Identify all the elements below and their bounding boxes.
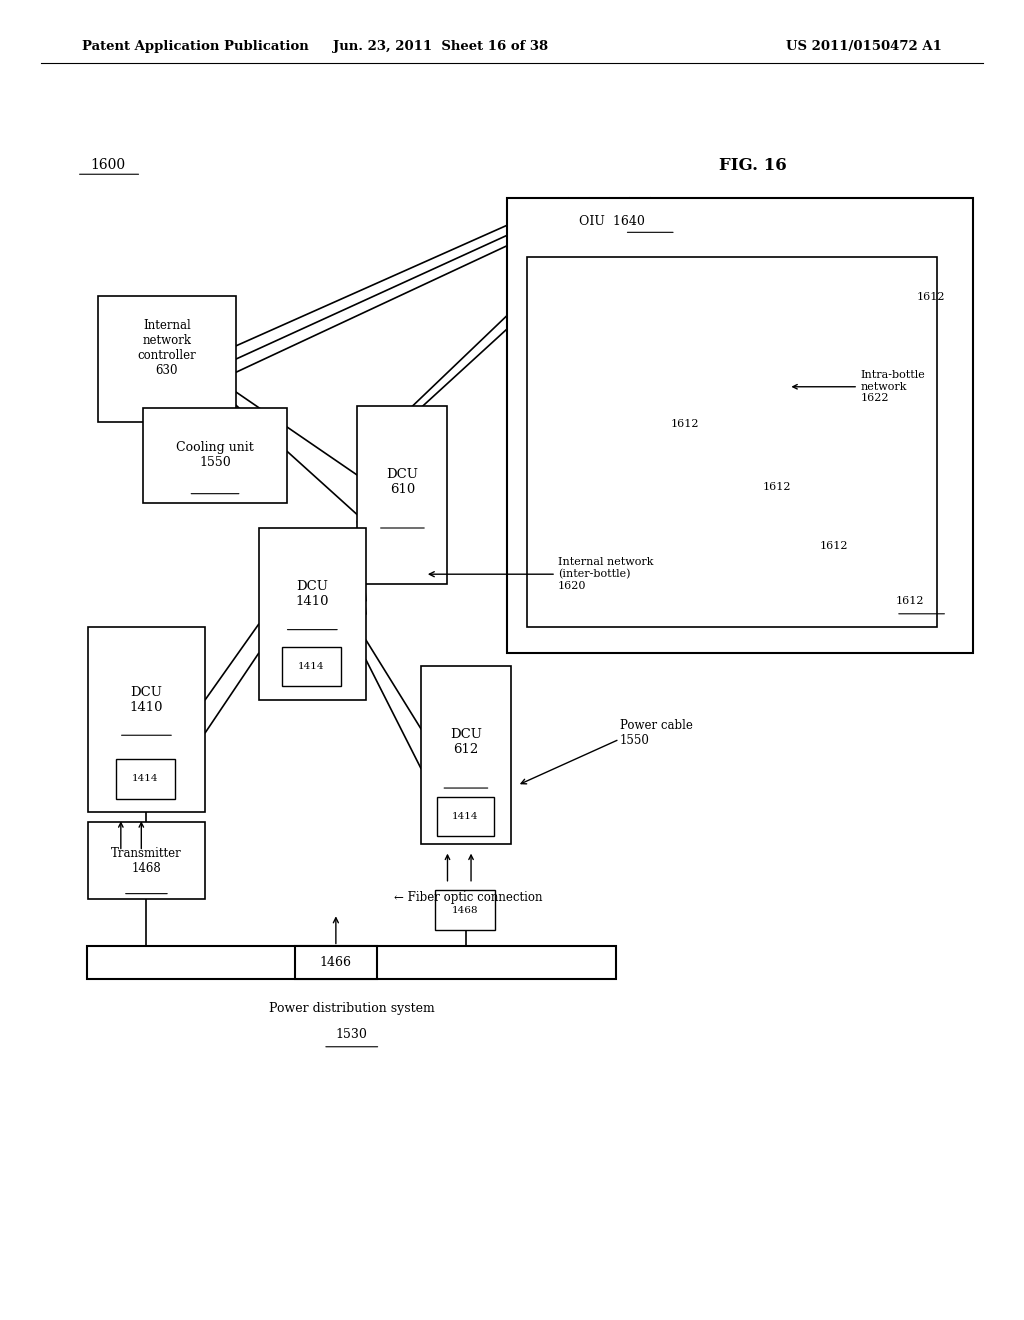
Text: 1612: 1612 — [916, 292, 945, 302]
Text: 1612: 1612 — [763, 482, 792, 491]
Text: DCU
1410: DCU 1410 — [296, 579, 329, 609]
Bar — [282, 647, 341, 686]
Bar — [421, 667, 511, 845]
Bar — [437, 797, 494, 837]
Text: Cooling unit
1550: Cooling unit 1550 — [176, 441, 254, 470]
Bar — [507, 198, 973, 653]
Text: Intra-bottle
network
1622: Intra-bottle network 1622 — [860, 370, 925, 404]
Text: 1468: 1468 — [452, 906, 478, 915]
Text: DCU
1410: DCU 1410 — [130, 685, 163, 714]
Bar — [87, 822, 205, 899]
Text: DCU
612: DCU 612 — [450, 727, 482, 756]
Text: FIG. 16: FIG. 16 — [719, 157, 786, 173]
Text: Jun. 23, 2011  Sheet 16 of 38: Jun. 23, 2011 Sheet 16 of 38 — [333, 40, 548, 53]
Text: ← Fiber optic connection: ← Fiber optic connection — [394, 891, 543, 904]
Text: 1414: 1414 — [132, 775, 159, 783]
Text: DCU
610: DCU 610 — [386, 467, 419, 496]
Text: US 2011/0150472 A1: US 2011/0150472 A1 — [786, 40, 942, 53]
Text: OIU  1640: OIU 1640 — [579, 215, 644, 228]
Bar — [435, 890, 495, 929]
Bar — [527, 257, 937, 627]
Text: Internal network
(inter-bottle)
1620: Internal network (inter-bottle) 1620 — [558, 557, 653, 591]
Text: 1414: 1414 — [298, 663, 325, 671]
Bar — [143, 408, 287, 503]
Text: 1612: 1612 — [896, 595, 925, 606]
Text: Patent Application Publication: Patent Application Publication — [82, 40, 308, 53]
Bar — [116, 759, 175, 799]
Text: 1600: 1600 — [90, 158, 125, 172]
Text: Power cable
1550: Power cable 1550 — [620, 718, 692, 747]
Text: 1612: 1612 — [671, 418, 699, 429]
Bar — [357, 407, 447, 583]
Text: Transmitter
1468: Transmitter 1468 — [111, 846, 182, 875]
Bar — [87, 627, 205, 812]
Text: Power distribution system: Power distribution system — [269, 1002, 434, 1015]
Bar — [87, 946, 616, 979]
Bar — [258, 528, 367, 700]
Bar — [98, 297, 236, 422]
Text: 1612: 1612 — [819, 541, 848, 550]
Text: 1530: 1530 — [336, 1028, 368, 1041]
Bar — [295, 946, 377, 979]
Text: 1414: 1414 — [453, 812, 478, 821]
Text: Internal
network
controller
630: Internal network controller 630 — [137, 319, 197, 378]
Text: 1466: 1466 — [319, 957, 352, 969]
